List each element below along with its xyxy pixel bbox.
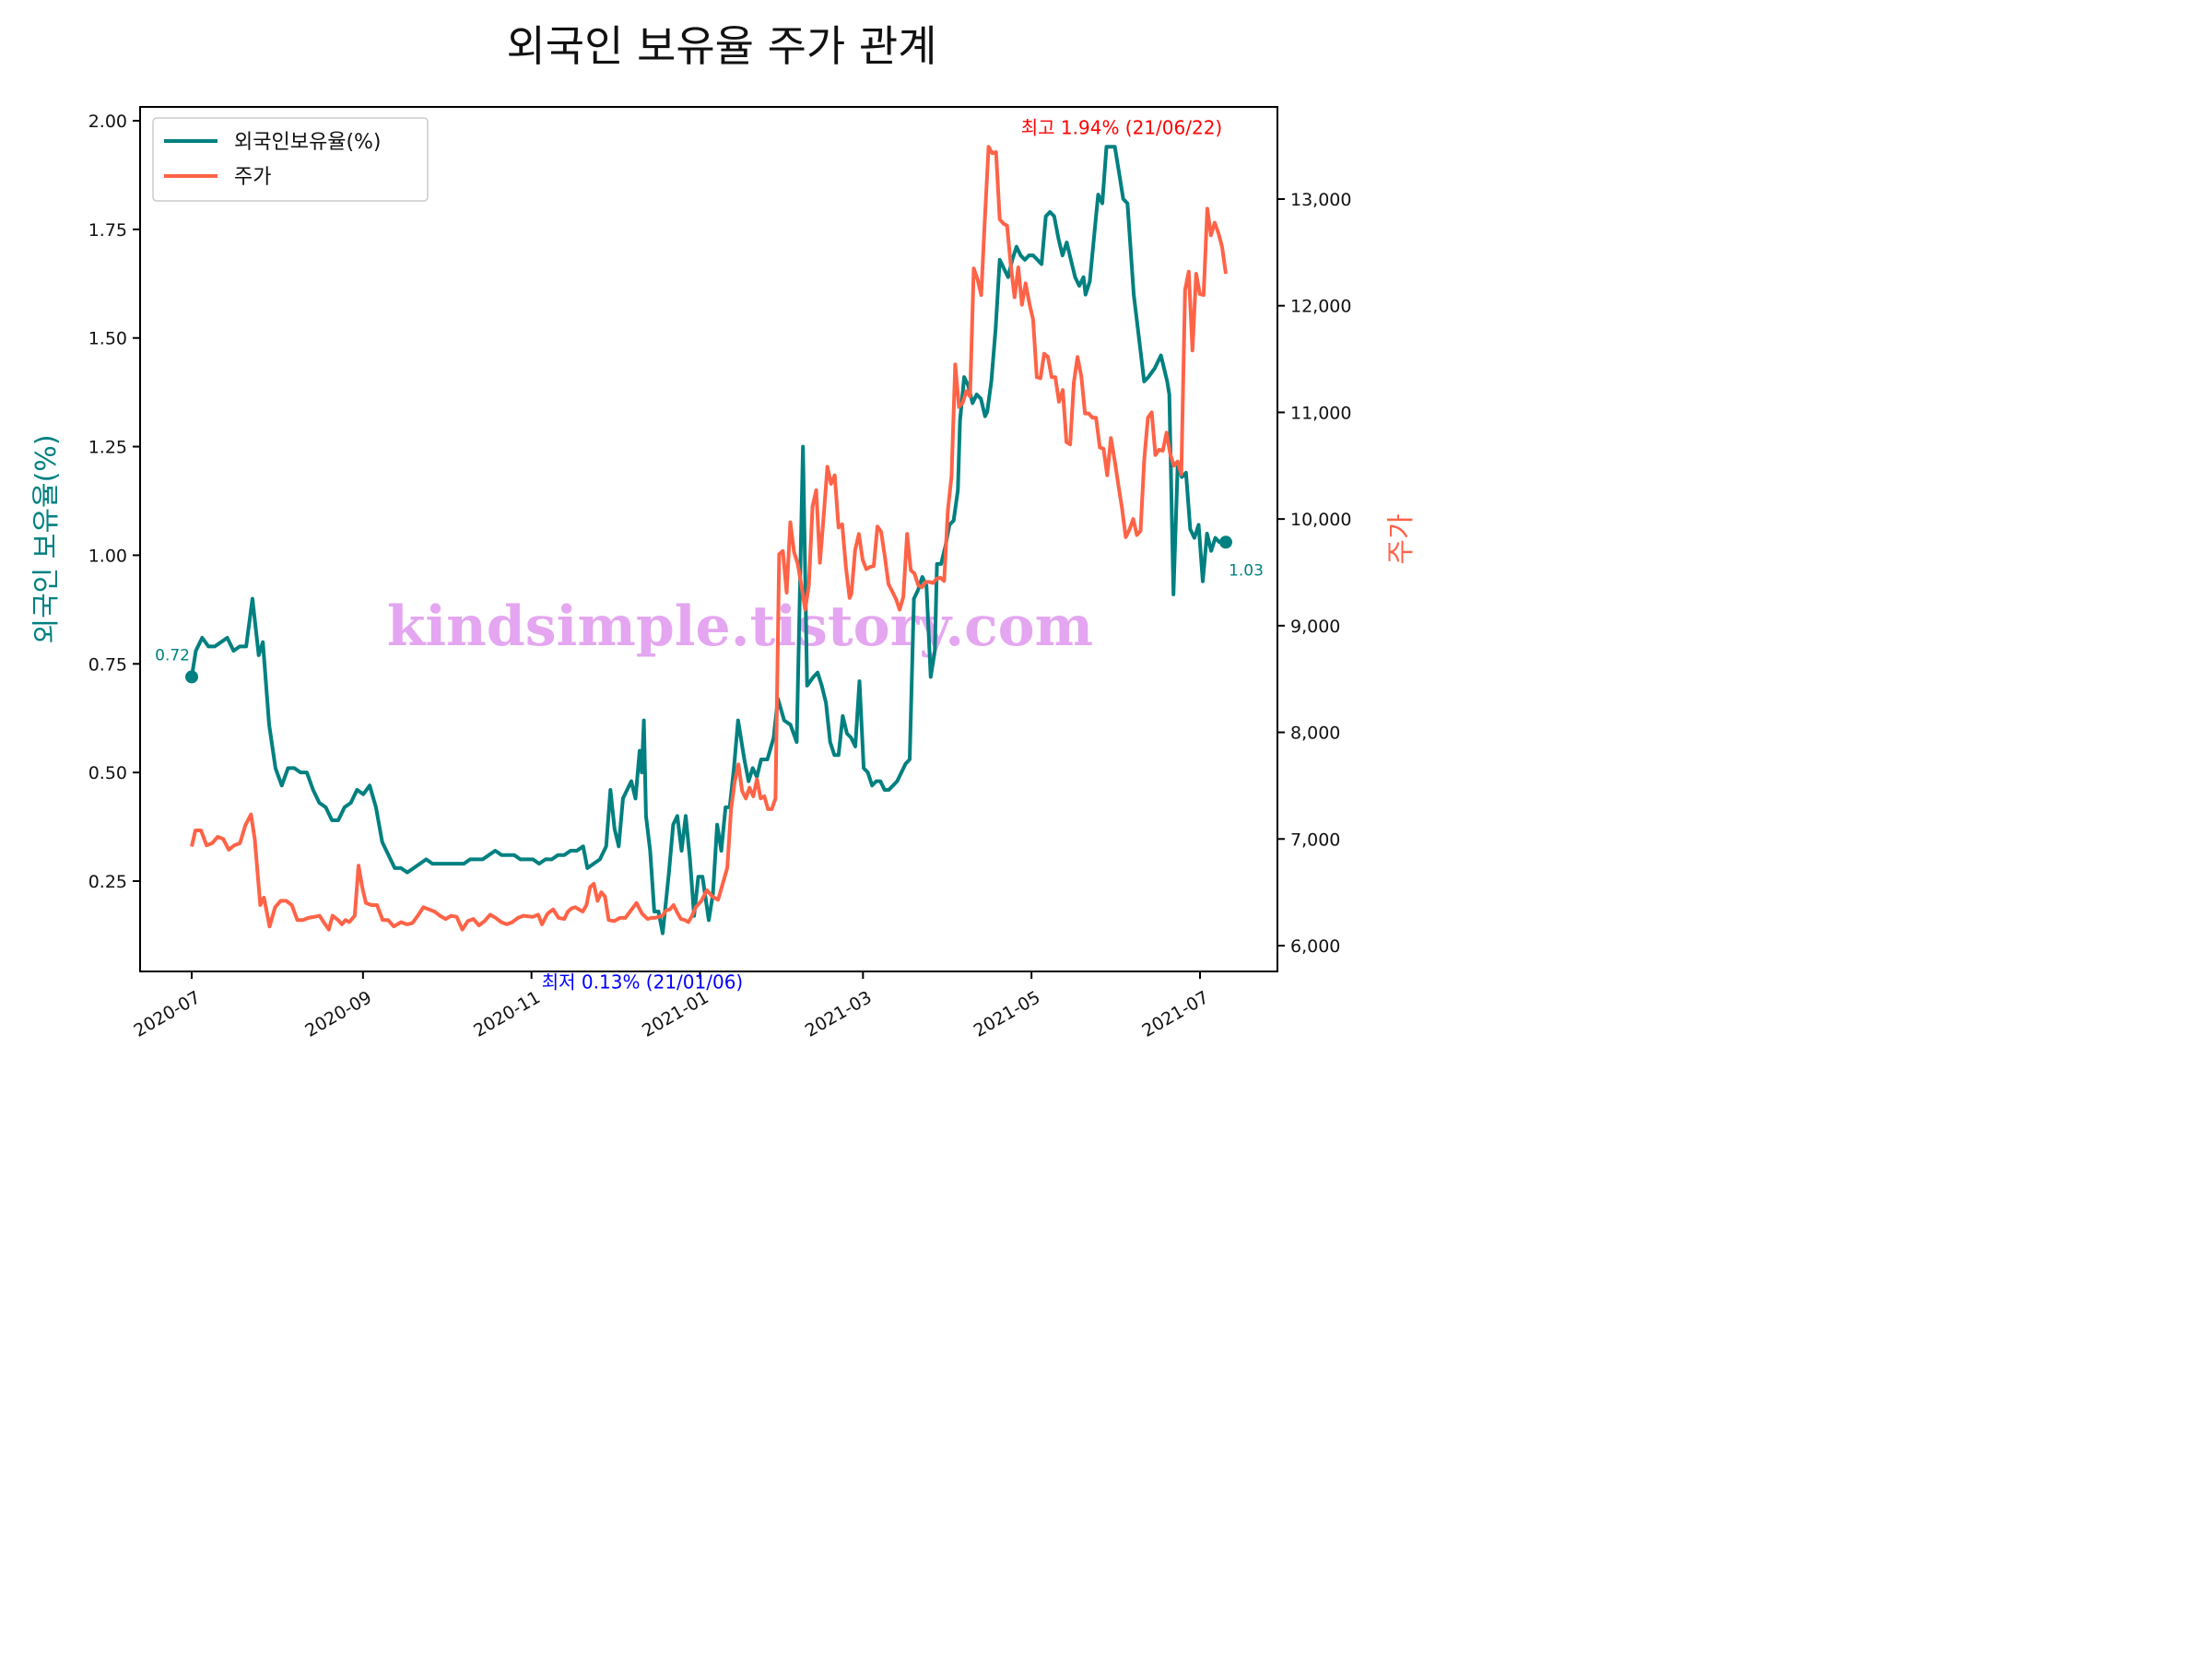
y-right-tick-label: 12,000 [1290,297,1351,317]
y-left-tick-label: 0.50 [88,763,127,783]
y-left-tick-label: 0.25 [88,872,127,892]
y-left-tick-label: 1.50 [88,329,127,349]
plot-area-frame [139,106,1278,972]
max-annotation: 최고 1.94% (21/06/22) [1021,116,1222,138]
x-tick-label: 2020-07 [131,987,205,1041]
legend-label-ratio: 외국인보유율(%) [234,131,382,154]
y-left-tick-label: 1.00 [88,546,127,566]
legend: 외국인보유율(%) 주가 [152,117,429,202]
y-left-axis-label: 외국인 보유율(%) [30,434,63,643]
x-tick-label: 2021-05 [971,987,1044,1041]
legend-label-price: 주가 [234,166,271,189]
y-left-tick-label: 0.75 [88,654,127,675]
start-value-label: 0.72 [155,646,190,665]
y-left-tick-label: 1.25 [88,438,127,458]
legend-box [152,117,429,202]
chart-title: 외국인 보유율 주가 관계 [506,21,936,71]
y-right-tick-label: 6,000 [1290,936,1340,957]
y-right-tick-label: 10,000 [1290,510,1351,530]
y-right-tick-label: 13,000 [1290,190,1351,210]
y-right-tick-label: 7,000 [1290,830,1340,850]
y-right-tick-label: 9,000 [1290,617,1340,637]
end-marker [1219,535,1232,549]
x-tick-label: 2021-07 [1139,987,1213,1041]
end-value-label: 1.03 [1229,561,1264,580]
start-marker [185,670,198,684]
series-line-price [190,145,1228,932]
watermark: kindsimple.tistory.com [387,594,1093,659]
y-right-axis-label: 주가 [1385,513,1418,564]
x-tick-label: 2021-01 [639,987,712,1041]
x-tick-label: 2021-03 [802,987,876,1041]
y-right-tick-label: 8,000 [1290,724,1340,744]
series-line-ratio [190,145,1226,935]
min-annotation: 최저 0.13% (21/01/06) [542,971,743,994]
y-left-tick-label: 2.00 [88,112,127,132]
annotation-layer: 0.72 1.03 최고 1.94% (21/06/22) 최저 0.13% (21/… [155,116,1264,993]
y-left-tick-label: 1.75 [88,220,127,241]
series-layer [190,145,1228,935]
chart: 외국인 보유율 주가 관계 kindsimple.tistory.com 202… [0,0,1429,1071]
x-tick-label: 2020-09 [301,987,375,1041]
y-right-tick-label: 11,000 [1290,403,1351,423]
x-tick-label: 2020-11 [470,987,544,1041]
chart-canvas: 외국인 보유율 주가 관계 kindsimple.tistory.com 202… [30,21,1418,1041]
